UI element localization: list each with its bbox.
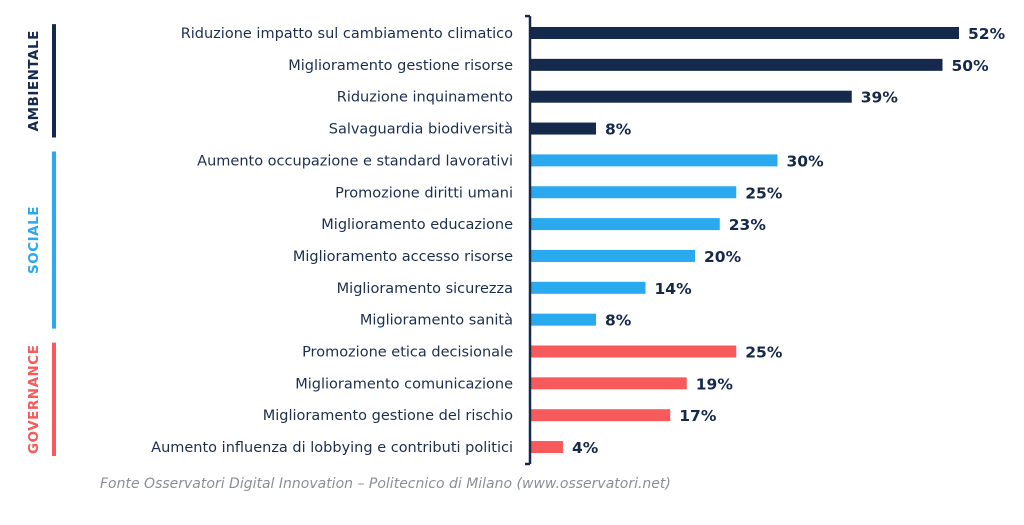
bar: [530, 313, 596, 326]
bar: [530, 441, 563, 454]
category-label: Miglioramento sanità: [360, 313, 513, 329]
category-label: Riduzione inquinamento: [337, 90, 513, 106]
source-note: Fonte Osservatori Digital Innovation – P…: [100, 476, 671, 492]
category-label: Miglioramento accesso risorse: [293, 249, 513, 265]
category-label: Miglioramento gestione del rischio: [263, 408, 513, 424]
category-label: Promozione etica decisionale: [302, 345, 513, 361]
group-label: GOVERNANCE: [26, 345, 42, 454]
bar: [530, 281, 646, 294]
value-label: 14%: [655, 280, 693, 298]
chart: Riduzione impatto sul cambiamento climat…: [26, 14, 1006, 466]
value-label: 23%: [729, 216, 767, 234]
category-label: Miglioramento gestione risorse: [288, 58, 513, 74]
category-label: Miglioramento sicurezza: [337, 281, 513, 297]
value-label: 4%: [572, 439, 599, 457]
category-label: Salvaguardia biodiversità: [329, 122, 513, 138]
value-label: 8%: [605, 121, 632, 139]
bar: [530, 345, 737, 358]
category-label: Aumento occupazione e standard lavorativ…: [197, 153, 513, 169]
category-label: Miglioramento comunicazione: [295, 376, 513, 392]
value-label: 20%: [704, 248, 742, 266]
category-label: Aumento influenza di lobbying e contribu…: [151, 440, 513, 456]
bar: [530, 122, 596, 135]
value-label: 25%: [745, 344, 783, 362]
bar: [530, 249, 695, 262]
bar: [530, 218, 720, 231]
bar: [530, 90, 852, 103]
group-label: SOCIALE: [26, 206, 42, 274]
bar: [530, 154, 778, 167]
category-label: Miglioramento educazione: [321, 217, 513, 233]
value-label: 8%: [605, 312, 632, 330]
bar: [530, 409, 671, 422]
value-label: 39%: [861, 89, 899, 107]
category-label: Riduzione impatto sul cambiamento climat…: [181, 26, 513, 42]
category-label: Promozione diritti umani: [335, 185, 513, 201]
value-label: 50%: [952, 57, 990, 75]
value-label: 30%: [787, 152, 825, 170]
bar: [530, 58, 943, 71]
value-label: 19%: [696, 375, 734, 393]
bar: [530, 27, 959, 39]
group-label: AMBIENTALE: [26, 30, 42, 131]
bar: [530, 377, 687, 390]
bar: [530, 186, 737, 199]
value-label: 17%: [679, 407, 717, 425]
value-label: 52%: [968, 25, 1006, 43]
value-label: 25%: [745, 184, 783, 202]
